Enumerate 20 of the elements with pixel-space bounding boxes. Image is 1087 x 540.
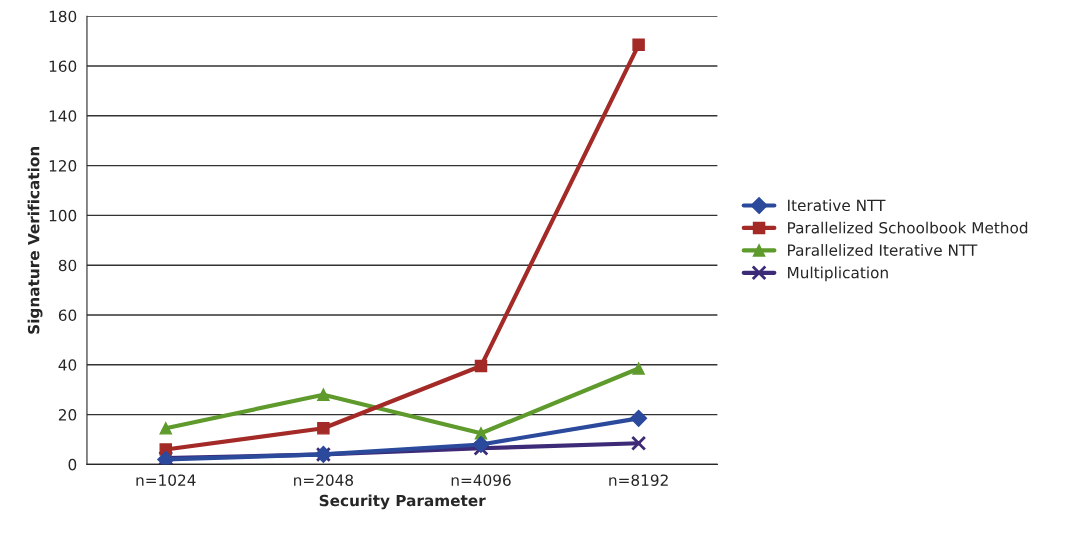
y-tick-label: 80 <box>58 259 77 272</box>
y-tick-label: 60 <box>58 309 77 322</box>
x-tick-label: n=8192 <box>609 474 668 486</box>
x-tick-label: n=1024 <box>136 474 196 486</box>
y-tick-label: 180 <box>49 10 77 23</box>
legend-label: Parallelized Schoolbook Method <box>788 221 1028 234</box>
x-tick-label: n=2048 <box>294 474 354 486</box>
x-tick-label: n=4096 <box>451 474 511 486</box>
y-tick-label: 120 <box>49 160 77 172</box>
y-tick-label: 100 <box>49 209 77 222</box>
y-tick-label: 20 <box>58 409 77 421</box>
legend-label: Iterative NTT <box>788 199 886 212</box>
y-tick-label: 0 <box>68 458 77 471</box>
y-tick-label: 160 <box>49 60 77 73</box>
legend-label: Multiplication <box>788 266 888 282</box>
x-axis-title: Security Parameter <box>319 494 486 510</box>
y-tick-label: 140 <box>49 110 77 122</box>
legend-label: Parallelized Iterative NTT <box>788 244 978 256</box>
y-tick-label: 40 <box>58 359 77 371</box>
y-axis-title: Signature Verification <box>27 146 43 334</box>
